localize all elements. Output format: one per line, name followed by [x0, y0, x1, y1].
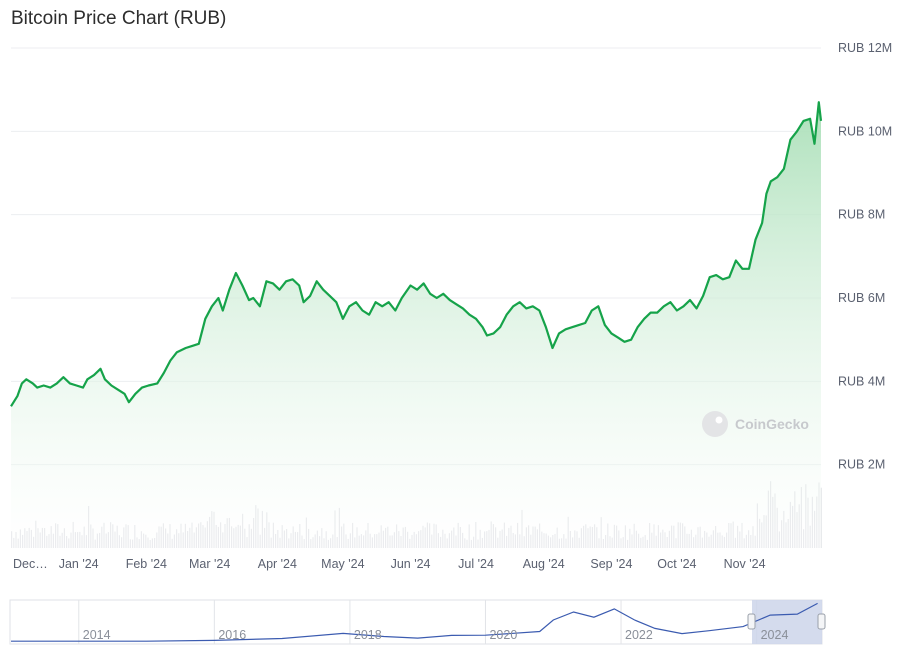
navigator-tick-label: 2014 — [83, 628, 111, 642]
x-tick-label: Feb '24 — [126, 557, 167, 571]
navigator-ticks: 2014 2016 2018 2020 2022 2024 — [83, 628, 789, 642]
coingecko-watermark: CoinGecko — [702, 411, 809, 437]
x-tick-label: Apr '24 — [258, 557, 297, 571]
navigator-tick-label: 2020 — [489, 628, 517, 642]
navigator-tick-label: 2022 — [625, 628, 653, 642]
x-tick-label: Jun '24 — [391, 557, 431, 571]
page-title: Bitcoin Price Chart (RUB) — [11, 8, 227, 29]
navigator-handle-left[interactable] — [747, 613, 756, 630]
navigator-tick-label: 2018 — [354, 628, 382, 642]
navigator-tick-label: 2024 — [761, 628, 789, 642]
navigator-tick-label: 2016 — [218, 628, 246, 642]
price-area — [11, 102, 821, 548]
navigator[interactable]: 2014 2016 2018 2020 2022 2024 — [9, 599, 826, 645]
gecko-logo-icon — [702, 411, 728, 437]
x-tick-label: May '24 — [321, 557, 364, 571]
x-tick-label: Jan '24 — [59, 557, 99, 571]
navigator-line — [11, 602, 818, 642]
gecko-eye-icon — [715, 416, 723, 424]
x-tick-label: Sep '24 — [590, 557, 632, 571]
y-tick-label: RUB 6M — [838, 291, 885, 305]
y-tick-label: RUB 10M — [838, 124, 892, 138]
navigator-handle-right[interactable] — [817, 613, 826, 630]
x-tick-label: Mar '24 — [189, 557, 230, 571]
price-line[interactable] — [10, 101, 823, 407]
volume-bar — [820, 487, 822, 548]
watermark-text: CoinGecko — [735, 416, 809, 432]
x-axis: Dec… Jan '24 Feb '24 Mar '24 Apr '24 May '24 J… — [13, 557, 766, 571]
y-axis: RUB 2M RUB 4M RUB 6M RUB 8M RUB 10M RUB 12M — [838, 41, 892, 472]
y-tick-label: RUB 4M — [838, 374, 885, 388]
y-tick-label: RUB 2M — [838, 458, 885, 472]
x-tick-label: Dec… — [13, 557, 48, 571]
y-tick-label: RUB 12M — [838, 41, 892, 55]
x-tick-label: Nov '24 — [724, 557, 766, 571]
navigator-frame — [9, 599, 823, 645]
x-tick-label: Oct '24 — [657, 557, 696, 571]
x-tick-label: Aug '24 — [523, 557, 565, 571]
y-tick-label: RUB 8M — [838, 208, 885, 222]
x-tick-label: Jul '24 — [458, 557, 494, 571]
